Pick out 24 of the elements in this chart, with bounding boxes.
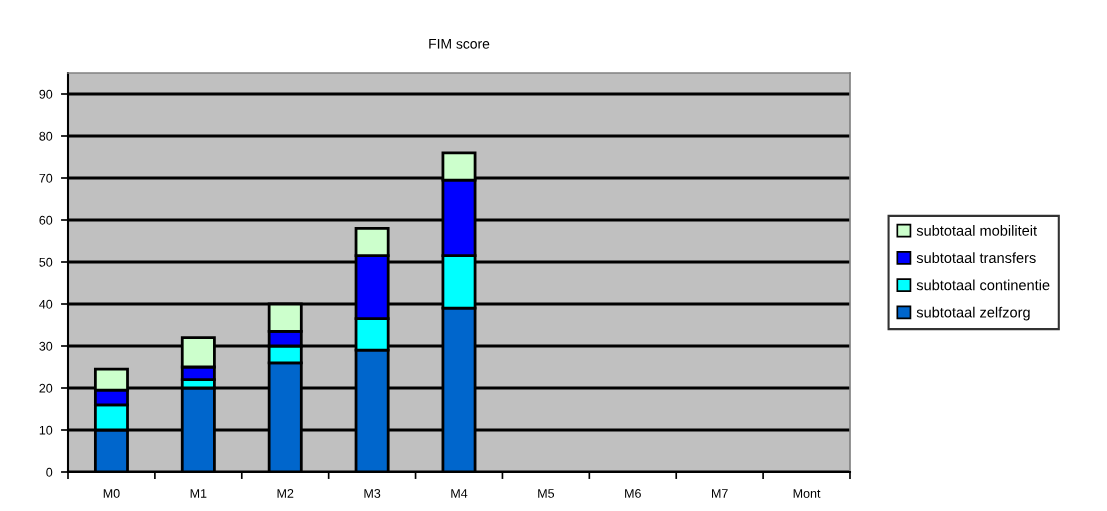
legend-label: subtotaal mobiliteit: [916, 225, 1037, 236]
x-tick-label: M3: [364, 489, 381, 498]
x-tick-label: M7: [712, 489, 728, 498]
y-tick-label: 10: [39, 425, 53, 435]
x-tick-label: M6: [625, 489, 641, 498]
x-tick-label: M4: [451, 489, 468, 498]
legend-label: subtotaal transfers: [916, 252, 1036, 264]
y-tick-label: 60: [39, 215, 53, 225]
x-tick-label: M1: [190, 489, 207, 498]
x-tick-label: M2: [277, 489, 294, 498]
y-tick-label: 30: [39, 341, 53, 351]
y-tick-label: 80: [39, 131, 53, 141]
y-tick-label: 20: [39, 383, 53, 393]
y-tick-label: 40: [39, 299, 53, 309]
y-tick-label: 0: [46, 467, 53, 477]
y-tick-label: 50: [39, 257, 53, 267]
chart-title: FIM score: [429, 39, 490, 49]
y-tick-label: 70: [39, 173, 53, 183]
x-tick-label: Mont: [793, 489, 821, 498]
legend-label: subtotaal zelfzorg: [916, 306, 1030, 321]
legend-label: subtotaal continentie: [916, 279, 1050, 291]
x-tick-label: M0: [103, 489, 120, 498]
x-tick-label: M5: [538, 489, 555, 498]
y-tick-label: 90: [39, 89, 53, 99]
